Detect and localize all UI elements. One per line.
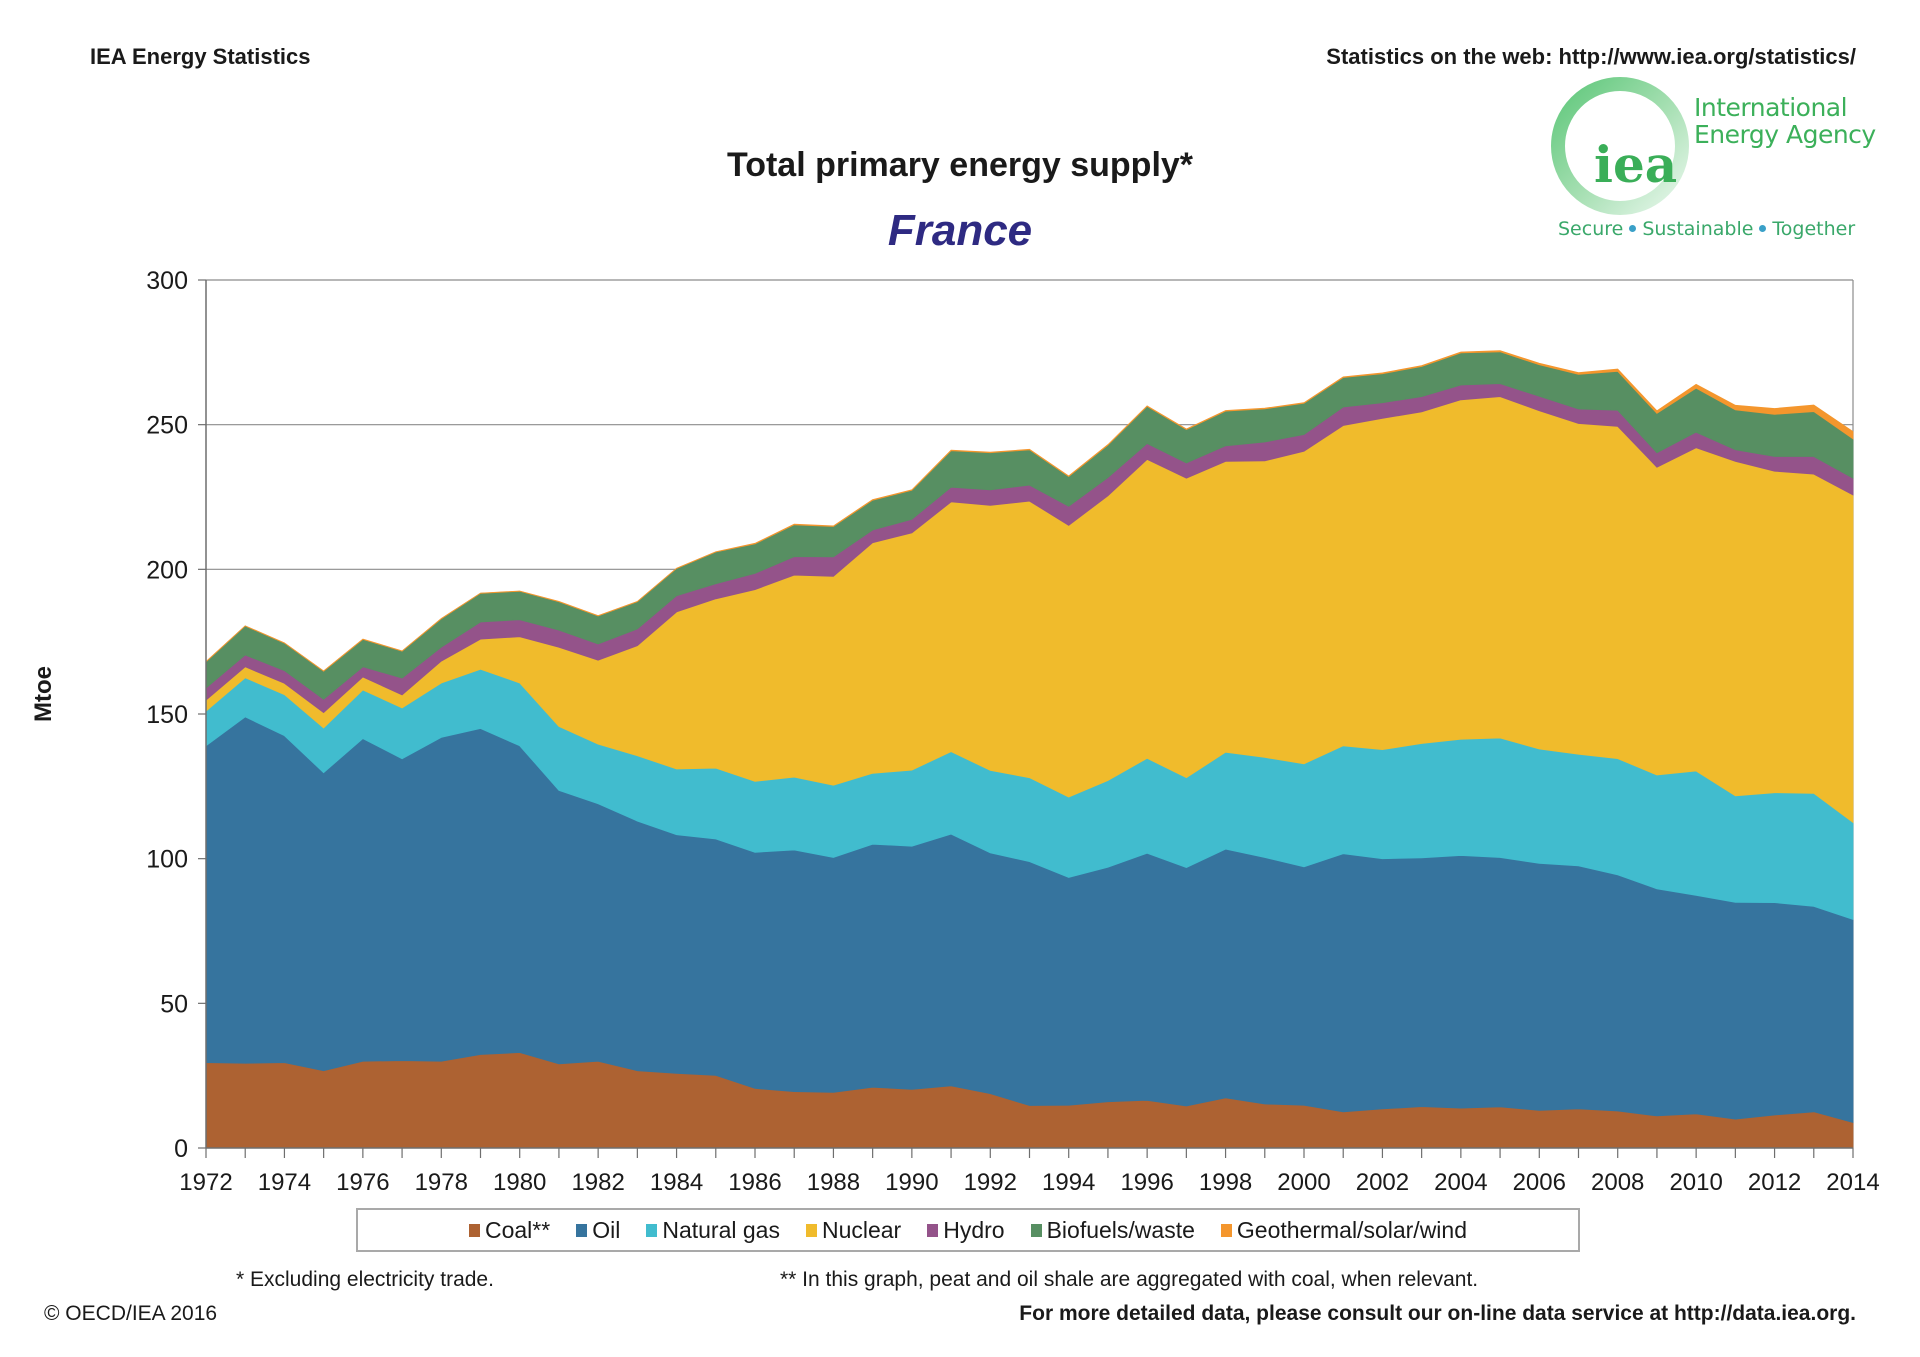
y-tick-label: 250 bbox=[146, 412, 188, 440]
legend-label: Geothermal/solar/wind bbox=[1236, 1216, 1467, 1243]
x-tick-label: 1976 bbox=[336, 1169, 389, 1196]
x-tick-label: 1974 bbox=[258, 1169, 311, 1196]
iea-logo-mark: iea bbox=[1594, 135, 1677, 194]
x-tick-label: 2008 bbox=[1591, 1169, 1644, 1196]
y-tick-label: 0 bbox=[174, 1135, 188, 1163]
legend-item: Nuclear bbox=[805, 1216, 902, 1244]
x-tick-label: 1972 bbox=[179, 1169, 232, 1196]
legend-swatch-icon bbox=[468, 1223, 480, 1237]
data-service-link[interactable]: For more detailed data, please consult o… bbox=[1019, 1302, 1856, 1325]
legend-swatch-icon bbox=[1030, 1223, 1042, 1237]
legend-swatch-icon bbox=[646, 1223, 658, 1237]
x-tick-label: 2004 bbox=[1434, 1169, 1487, 1196]
y-tick-label: 100 bbox=[146, 846, 188, 874]
legend-item: Geothermal/solar/wind bbox=[1220, 1216, 1467, 1244]
header-left-title: IEA Energy Statistics bbox=[90, 44, 311, 69]
iea-logo-tagline: Secure Sustainable Together bbox=[1558, 218, 1856, 240]
footnote-coal: ** In this graph, peat and oil shale are… bbox=[780, 1268, 1479, 1291]
iea-logo-name: International Energy Agency bbox=[1694, 93, 1876, 149]
x-tick-label: 1986 bbox=[728, 1169, 781, 1196]
x-tick-label: 1996 bbox=[1120, 1169, 1173, 1196]
header-statistics-link[interactable]: Statistics on the web: http://www.iea.or… bbox=[1326, 44, 1856, 69]
area-geothermal-solar-wind bbox=[205, 350, 1854, 672]
x-tick-label: 1980 bbox=[493, 1169, 546, 1196]
x-tick-label: 2012 bbox=[1748, 1169, 1801, 1196]
copyright: © OECD/IEA 2016 bbox=[44, 1302, 218, 1325]
x-tick-labels: 1972 1974 1976 1978 1980 1982 1984 1986 1988 1990… bbox=[179, 1169, 1879, 1196]
legend-label: Coal** bbox=[484, 1216, 551, 1243]
x-tick-label: 2000 bbox=[1277, 1169, 1330, 1196]
y-tick-label: 200 bbox=[146, 556, 188, 584]
chart-title: Total primary energy supply* bbox=[726, 146, 1194, 184]
chart-legend: Coal** Oil Natural gas Nuclear Hydro Biofuels… bbox=[356, 1208, 1580, 1252]
legend-item: Oil bbox=[576, 1217, 620, 1244]
bullet-icon bbox=[1759, 225, 1767, 232]
legend-swatch-icon bbox=[805, 1223, 817, 1237]
y-tick-label: 150 bbox=[146, 701, 188, 729]
axes bbox=[198, 279, 1854, 1158]
y-tick-label: 50 bbox=[160, 990, 188, 1018]
legend-item: Biofuels/waste bbox=[1030, 1216, 1195, 1244]
legend-item: Natural gas bbox=[646, 1217, 780, 1244]
chart-subtitle: France bbox=[887, 206, 1033, 255]
x-tick-label: 2002 bbox=[1356, 1169, 1409, 1196]
y-tick-label: 300 bbox=[146, 267, 188, 295]
legend-item: Hydro bbox=[927, 1216, 1005, 1244]
legend-label: Oil bbox=[592, 1216, 621, 1243]
x-tick-label: 1998 bbox=[1199, 1169, 1252, 1196]
x-tick-label: 2006 bbox=[1513, 1169, 1566, 1196]
legend-label: Hydro bbox=[943, 1216, 1005, 1243]
area-series bbox=[205, 350, 1854, 1149]
x-tick-label: 1990 bbox=[885, 1169, 938, 1196]
x-tick-label: 1988 bbox=[807, 1169, 860, 1196]
x-tick-label: 1984 bbox=[650, 1169, 703, 1196]
legend-label: Biofuels/waste bbox=[1046, 1216, 1195, 1243]
x-tick-label: 1982 bbox=[571, 1169, 624, 1196]
x-tick-label: 1978 bbox=[415, 1169, 468, 1196]
y-tick-labels: 0 50 100 150 200 250 300 bbox=[146, 267, 188, 1163]
legend-label: Natural gas bbox=[662, 1216, 780, 1243]
legend-swatch-icon bbox=[576, 1223, 588, 1237]
legend-swatch-icon bbox=[927, 1223, 939, 1237]
footnote-electricity: * Excluding electricity trade. bbox=[236, 1268, 494, 1291]
iea-logo-ring-icon: iea bbox=[1551, 77, 1689, 215]
x-tick-label: 1994 bbox=[1042, 1169, 1095, 1196]
legend-item: Coal** bbox=[468, 1216, 551, 1244]
x-tick-label: 2014 bbox=[1826, 1169, 1879, 1196]
x-tick-label: 1992 bbox=[964, 1169, 1017, 1196]
bullet-icon bbox=[1629, 225, 1637, 232]
legend-label: Nuclear bbox=[821, 1216, 902, 1243]
legend-swatch-icon bbox=[1220, 1223, 1232, 1237]
x-tick-label: 2010 bbox=[1669, 1169, 1722, 1196]
